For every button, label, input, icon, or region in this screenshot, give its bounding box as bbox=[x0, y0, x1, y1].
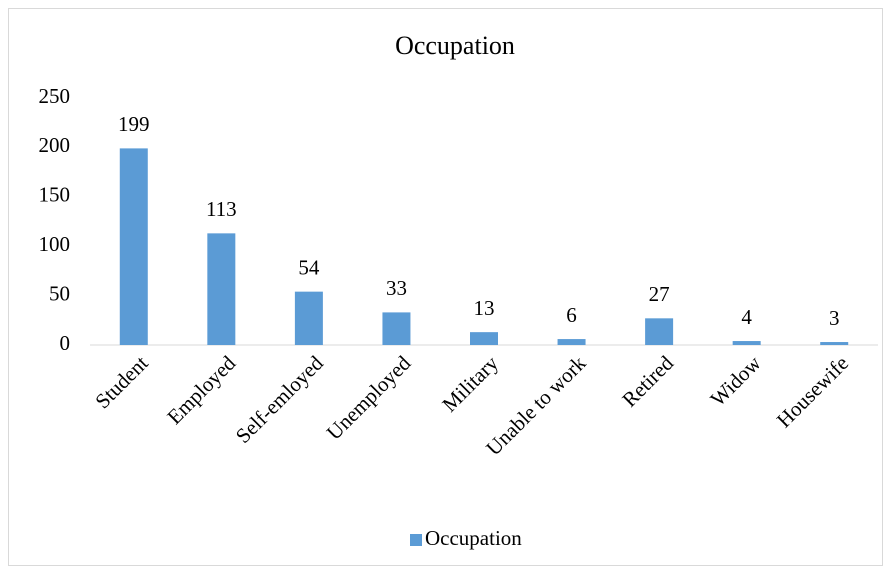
bar bbox=[207, 233, 236, 345]
y-tick-label: 150 bbox=[39, 183, 71, 207]
data-label: 13 bbox=[474, 296, 495, 320]
y-tick-label: 200 bbox=[39, 133, 71, 157]
data-label: 3 bbox=[829, 306, 840, 330]
y-tick-label: 0 bbox=[60, 331, 71, 355]
chart-title: Occupation bbox=[395, 31, 515, 60]
legend-swatch bbox=[410, 534, 422, 546]
y-tick-label: 100 bbox=[39, 232, 71, 256]
bar bbox=[732, 341, 761, 345]
chart-border bbox=[8, 8, 883, 566]
bar bbox=[382, 312, 411, 345]
data-label: 54 bbox=[298, 255, 320, 279]
data-label: 199 bbox=[118, 112, 150, 136]
bar bbox=[470, 332, 498, 345]
bar bbox=[119, 148, 148, 345]
data-label: 6 bbox=[566, 303, 577, 327]
bar bbox=[820, 342, 849, 345]
data-label: 4 bbox=[741, 305, 752, 329]
y-tick-label: 50 bbox=[49, 281, 70, 305]
data-label: 27 bbox=[649, 282, 670, 306]
bar bbox=[645, 318, 674, 345]
y-tick-label: 250 bbox=[39, 84, 71, 108]
bar bbox=[557, 339, 586, 345]
data-label: 33 bbox=[386, 276, 407, 300]
legend-label: Occupation bbox=[425, 526, 522, 550]
data-label: 113 bbox=[206, 197, 237, 221]
bar bbox=[294, 291, 323, 345]
